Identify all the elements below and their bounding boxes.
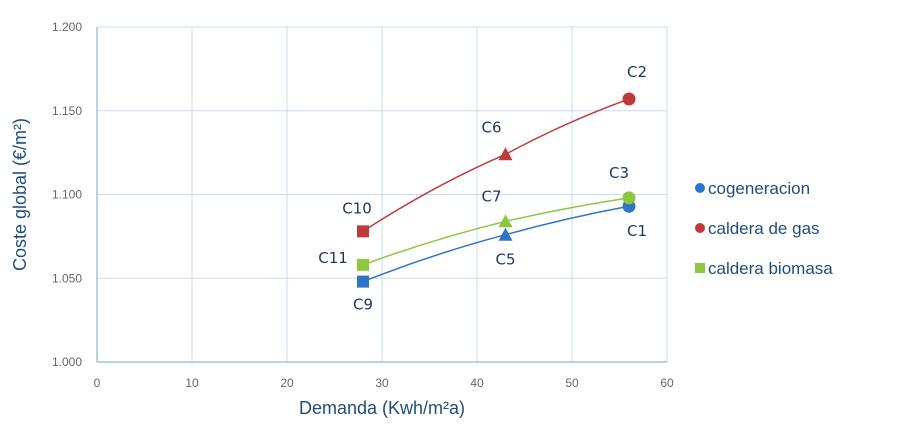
y-tick-label: 1.000 — [52, 355, 82, 369]
legend: cogeneracion caldera de gas caldera biomas… — [695, 179, 833, 278]
point-label: C1 — [627, 222, 647, 240]
tick-labels: 0 10 20 30 40 50 60 1.000 1.050 1.100 1.150 1.200 — [52, 20, 674, 390]
y-tick-label: 1.050 — [52, 271, 82, 285]
y-tick-label: 1.200 — [52, 20, 82, 34]
legend-marker — [695, 223, 705, 233]
data-point-marker — [498, 147, 513, 161]
series-line — [362, 205, 630, 283]
y-tick-label: 1.150 — [52, 104, 82, 118]
x-tick-label: 50 — [565, 376, 579, 390]
y-tick-label: 1.100 — [52, 188, 82, 202]
x-tick-label: 40 — [470, 376, 484, 390]
data-point-marker — [498, 227, 513, 241]
x-tick-label: 30 — [375, 376, 389, 390]
x-tick-label: 60 — [660, 376, 674, 390]
point-label: C3 — [609, 164, 629, 182]
point-labels: C9 C5 C1 C10 C6 C2 C11 C7 C3 — [318, 63, 647, 314]
data-point-marker — [622, 92, 636, 106]
x-tick-label: 0 — [94, 376, 101, 390]
axes — [96, 27, 667, 363]
point-label: C10 — [342, 199, 372, 217]
data-point-marker — [357, 275, 369, 288]
x-tick-label: 20 — [280, 376, 294, 390]
legend-label: caldera de gas — [708, 219, 820, 238]
legend-marker — [695, 183, 705, 193]
series-group — [357, 92, 636, 288]
data-point-marker — [498, 214, 513, 228]
x-axis-title: Demanda (Kwh/m²a) — [299, 398, 465, 418]
x-tick-label: 10 — [185, 376, 199, 390]
data-point-marker — [622, 191, 636, 205]
data-point-marker — [357, 258, 369, 271]
point-label: C9 — [353, 296, 373, 314]
legend-label: cogeneracion — [708, 179, 810, 198]
point-label: C11 — [318, 249, 348, 267]
y-axis-title: Coste global (€/m²) — [10, 118, 30, 271]
legend-marker — [695, 263, 705, 273]
grid — [97, 26, 668, 362]
point-label: C7 — [481, 187, 501, 205]
point-label: C5 — [495, 251, 515, 269]
point-label: C6 — [481, 118, 501, 136]
data-point-marker — [357, 225, 369, 238]
point-label: C2 — [627, 63, 647, 81]
legend-label: caldera biomasa — [708, 259, 833, 278]
